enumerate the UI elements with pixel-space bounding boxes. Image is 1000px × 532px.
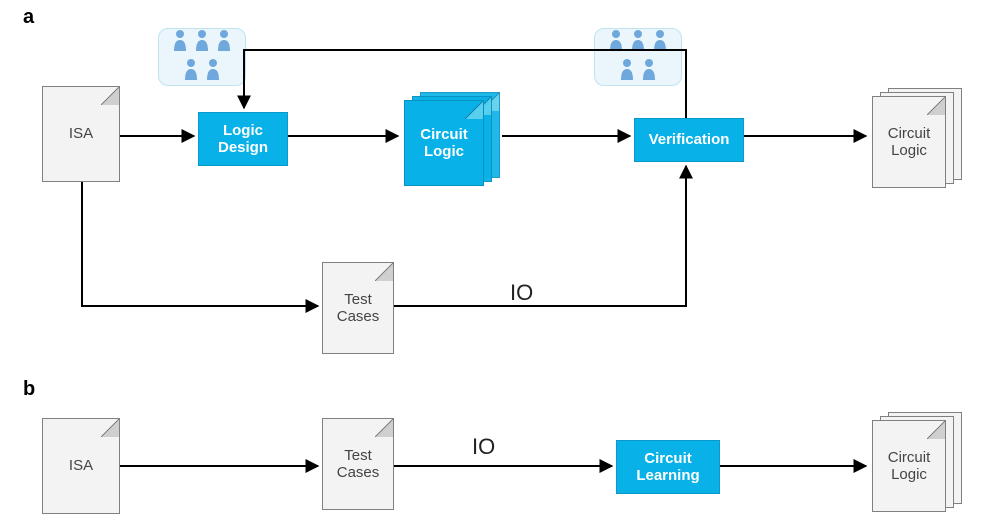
node-circuit-out-a: CircuitLogic — [872, 96, 946, 188]
person-icon — [641, 58, 657, 85]
arrows-layer — [0, 0, 1000, 532]
people-row — [608, 29, 668, 56]
node-test-cases-a: TestCases — [322, 262, 394, 354]
arrow-isa-to-testcases — [82, 182, 318, 306]
person-icon — [652, 29, 668, 56]
person-icon — [630, 29, 646, 56]
person-icon — [619, 58, 635, 85]
node-label: TestCases — [337, 291, 380, 326]
edge-label-io-b: IO — [472, 434, 495, 460]
people-row — [619, 58, 657, 85]
node-logic-design: LogicDesign — [198, 112, 288, 166]
node-label: LogicDesign — [218, 122, 268, 157]
node-test-cases-b: TestCases — [322, 418, 394, 510]
people-icon-group-2 — [594, 28, 682, 86]
dogear-icon — [101, 419, 119, 437]
node-circuit-learning: CircuitLearning — [616, 440, 720, 494]
panel-label-b: b — [23, 378, 35, 401]
node-circuit-out-b: CircuitLogic — [872, 420, 946, 512]
arrow-testcases-to-verif — [394, 166, 686, 306]
dogear-icon — [101, 87, 119, 105]
node-circuit-logic: CircuitLogic — [404, 100, 484, 186]
edge-label-io-a: IO — [510, 280, 533, 306]
dogear-icon — [375, 263, 393, 281]
dogear-icon — [375, 419, 393, 437]
people-row — [183, 58, 221, 85]
person-icon — [194, 29, 210, 56]
node-label: ISA — [69, 457, 93, 474]
node-label: CircuitLearning — [636, 450, 699, 485]
node-label: CircuitLogic — [888, 125, 931, 160]
people-icon-group-1 — [158, 28, 246, 86]
person-icon — [608, 29, 624, 56]
diagram-stage: a b ISA LogicDesign — [0, 0, 1000, 532]
node-isa-b: ISA — [42, 418, 120, 514]
node-label: CircuitLogic — [888, 449, 931, 484]
person-icon — [183, 58, 199, 85]
node-verification: Verification — [634, 118, 744, 162]
node-isa-a: ISA — [42, 86, 120, 182]
node-label: Verification — [649, 131, 730, 148]
person-icon — [216, 29, 232, 56]
people-row — [172, 29, 232, 56]
person-icon — [205, 58, 221, 85]
dogear-icon — [465, 101, 483, 119]
node-label: ISA — [69, 125, 93, 142]
dogear-icon — [927, 421, 945, 439]
panel-label-a: a — [23, 6, 34, 29]
node-label: TestCases — [337, 447, 380, 482]
node-label: CircuitLogic — [420, 126, 468, 160]
dogear-icon — [927, 97, 945, 115]
person-icon — [172, 29, 188, 56]
